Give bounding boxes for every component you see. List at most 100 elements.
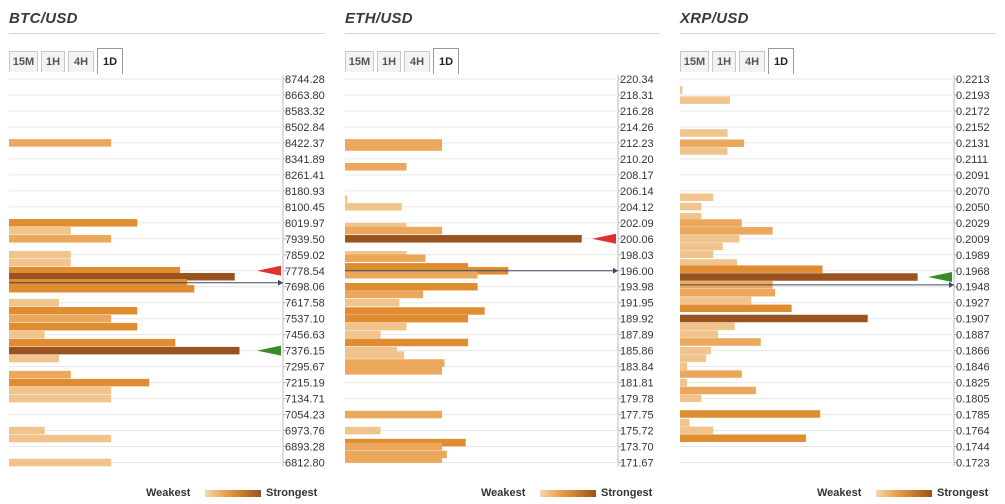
price-tick-label: 198.03	[620, 250, 654, 262]
confluence-bar	[680, 362, 688, 370]
chart-panel-btc-usd: BTC/USD 15M 1H 4H 1D 8744.28 8663.80 8583.32 850…	[9, 0, 325, 504]
price-tick-label: 0.1968	[956, 266, 990, 278]
price-tick-label: 7376.15	[285, 346, 325, 358]
confluence-bar	[345, 226, 443, 235]
chart-panel-xrp-usd: XRP/USD 15M 1H 4H 1D 0.2213 0.2193 0.2172 0.2152…	[680, 0, 996, 504]
confluence-chart: 0.2213 0.2193 0.2172 0.2152 0.2131 0.2111 0.20…	[680, 74, 990, 470]
price-tick-label: 8663.80	[285, 90, 325, 102]
price-tick-label: 0.1887	[956, 330, 990, 342]
confluence-bar	[680, 259, 738, 267]
confluence-bar	[680, 314, 868, 323]
support-marker-icon	[257, 345, 281, 356]
price-tick-label: 0.2213	[956, 74, 990, 86]
tab-1h[interactable]: 1H	[712, 51, 736, 72]
tab-15m[interactable]: 15M	[680, 51, 709, 72]
confluence-bar	[680, 304, 792, 313]
confluence-bar	[680, 273, 918, 281]
confluence-bar	[680, 426, 714, 435]
confluence-bar	[680, 394, 702, 403]
confluence-bar	[345, 367, 443, 375]
tab-1h[interactable]: 1H	[41, 51, 65, 72]
confluence-bar	[345, 270, 478, 279]
tab-1h[interactable]: 1H	[377, 51, 401, 72]
price-tick-label: 6893.28	[285, 442, 325, 454]
confluence-bar	[680, 250, 714, 259]
price-tick-label: 0.2172	[956, 106, 990, 118]
price-tick-label: 0.2091	[956, 170, 990, 182]
price-tick-label: 7617.58	[285, 298, 325, 310]
confluence-bar	[345, 263, 469, 271]
tab-4h[interactable]: 4H	[404, 51, 430, 72]
price-tick-label: 7537.10	[285, 314, 325, 326]
confluence-bar	[9, 298, 59, 307]
confluence-bar	[345, 426, 381, 435]
confluence-bar	[9, 139, 112, 147]
confluence-bar	[345, 143, 443, 151]
confluence-bar	[345, 362, 443, 371]
price-tick-label: 8180.93	[285, 186, 325, 198]
confluence-bar	[680, 219, 742, 227]
confluence-bar	[9, 284, 195, 293]
confluence-bar	[680, 338, 761, 346]
price-tick-label: 0.2111	[956, 154, 988, 166]
price-tick-label: 7134.71	[285, 394, 325, 406]
price-tick-label: 0.2029	[956, 218, 990, 230]
price-tick-label: 7456.63	[285, 330, 325, 342]
confluence-bar	[9, 370, 71, 379]
price-tick-label: 0.2193	[956, 90, 990, 102]
price-tick-label: 177.75	[620, 410, 654, 422]
resistance-marker-icon	[257, 265, 281, 276]
price-tick-label: 0.1948	[956, 282, 990, 294]
confluence-bar	[345, 139, 443, 147]
title-divider	[680, 33, 996, 34]
confluence-bar	[345, 307, 485, 315]
confluence-bar	[9, 338, 176, 347]
confluence-bar	[680, 129, 728, 137]
price-tick-label: 183.84	[620, 362, 654, 374]
tab-1d[interactable]: 1D	[768, 48, 794, 74]
confluence-bar	[345, 410, 443, 419]
confluence-bar	[680, 418, 690, 427]
support-marker-icon	[928, 272, 952, 283]
confluence-bar	[9, 322, 138, 331]
current-price-arrowhead	[949, 281, 954, 288]
price-tick-label: 220.34	[620, 74, 654, 86]
price-tick-label: 218.31	[620, 90, 654, 102]
tab-4h[interactable]: 4H	[68, 51, 94, 72]
confluence-bar	[680, 86, 683, 94]
tab-1d[interactable]: 1D	[97, 48, 123, 74]
confluence-bar	[9, 378, 150, 387]
confluence-bar	[9, 354, 59, 363]
price-tick-label: 7778.54	[285, 266, 325, 278]
price-tick-label: 0.1927	[956, 298, 990, 310]
price-tick-label: 187.89	[620, 330, 654, 342]
confluence-bar	[345, 450, 447, 459]
tab-1d[interactable]: 1D	[433, 48, 459, 74]
confluence-bar	[680, 265, 823, 273]
confluence-bar	[9, 251, 71, 259]
confluence-bar	[680, 212, 702, 221]
confluence-bar	[9, 306, 138, 315]
confluence-bar	[345, 222, 407, 231]
confluence-bar	[680, 346, 711, 355]
price-tick-label: 0.1785	[956, 410, 990, 422]
price-tick-label: 8502.84	[285, 122, 325, 134]
confluence-bar	[345, 314, 469, 323]
confluence-bar	[680, 410, 821, 418]
legend-weakest-label: Weakest	[481, 487, 526, 499]
tab-15m[interactable]: 15M	[9, 51, 38, 72]
price-tick-label: 6812.80	[285, 458, 325, 470]
confluence-bar	[9, 386, 112, 395]
legend-weakest-label: Weakest	[146, 487, 191, 499]
confluence-bar	[9, 346, 240, 355]
tab-15m[interactable]: 15M	[345, 51, 374, 72]
price-tick-label: 216.28	[620, 106, 654, 118]
tab-4h[interactable]: 4H	[739, 51, 765, 72]
confluence-bar	[9, 394, 112, 403]
confluence-bar	[345, 351, 405, 359]
price-tick-label: 6973.76	[285, 426, 325, 438]
price-tick-label: 202.09	[620, 218, 654, 230]
price-tick-label: 7215.19	[285, 378, 325, 390]
confluence-bar	[345, 330, 381, 339]
confluence-bar	[680, 227, 773, 235]
